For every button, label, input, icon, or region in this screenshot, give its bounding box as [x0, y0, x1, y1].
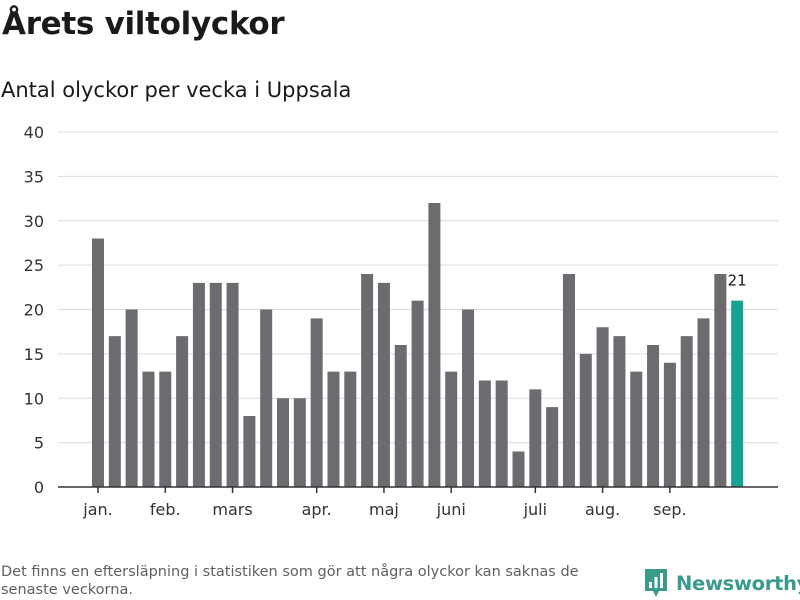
bar	[361, 274, 374, 487]
x-tick-label: mars	[212, 500, 252, 519]
x-tick-label: juni	[436, 500, 466, 519]
y-tick-label: 0	[34, 478, 44, 497]
bar	[192, 282, 205, 487]
y-tick-label: 5	[34, 434, 44, 453]
bar	[445, 371, 458, 487]
bars	[92, 203, 744, 487]
bar	[159, 371, 172, 487]
bar	[714, 274, 727, 487]
footnote: Det finns en eftersläpning i statistiken…	[1, 564, 579, 598]
bar	[579, 353, 592, 487]
x-tick-label: apr.	[302, 500, 332, 519]
bar	[377, 282, 390, 487]
bar	[293, 398, 306, 487]
bar	[411, 300, 424, 487]
bar	[495, 380, 508, 487]
bar	[176, 336, 189, 487]
bar	[512, 451, 525, 487]
x-tick-label: juli	[523, 500, 547, 519]
bar	[697, 318, 710, 487]
bar	[344, 371, 357, 487]
bar	[92, 238, 104, 487]
brand-logo[interactable]: Newsworthy	[644, 568, 800, 598]
bar	[142, 371, 155, 487]
bar	[562, 274, 575, 487]
bar	[462, 309, 475, 487]
bar	[327, 371, 340, 487]
bar	[310, 318, 323, 487]
y-tick-label: 20	[24, 301, 44, 320]
brand-name: Newsworthy	[676, 571, 800, 595]
bar-highlight	[731, 300, 744, 487]
bar	[125, 309, 138, 487]
bar	[529, 389, 542, 487]
bar	[478, 380, 491, 487]
y-tick-label: 30	[24, 212, 44, 231]
bar	[394, 345, 407, 487]
data-label: 21	[728, 272, 747, 290]
bar	[243, 416, 256, 487]
bar	[630, 371, 643, 487]
bar	[209, 282, 222, 487]
y-tick-label: 40	[24, 123, 44, 142]
axes: 0 5 10 15 20 25 30 35 40 jan. feb. mars apr. maj juni j…	[24, 123, 778, 519]
chart-title: Årets viltolyckor	[2, 6, 285, 42]
bar	[680, 336, 693, 487]
bar	[108, 336, 121, 487]
bar	[647, 345, 660, 487]
bar	[596, 327, 609, 487]
bar-chart: 0 5 10 15 20 25 30 35 40 jan. feb. mars apr. maj juni j…	[24, 123, 778, 519]
x-tick-label: feb.	[150, 500, 181, 519]
bar	[663, 362, 676, 487]
y-tick-label: 35	[24, 167, 44, 186]
x-tick-label: maj	[369, 500, 399, 519]
x-tick-label: jan.	[82, 500, 112, 519]
bar	[546, 407, 559, 487]
newsworthy-logo-icon	[645, 569, 667, 597]
bar	[613, 336, 626, 487]
y-tick-label: 10	[24, 389, 44, 408]
x-tick-label: aug.	[585, 500, 620, 519]
bar	[226, 282, 239, 487]
x-tick-label: sep.	[653, 500, 686, 519]
bar	[428, 203, 441, 487]
y-tick-label: 15	[24, 345, 44, 364]
bar	[277, 398, 290, 487]
bar	[260, 309, 273, 487]
chart-subtitle: Antal olyckor per vecka i Uppsala	[1, 78, 352, 102]
y-tick-label: 25	[24, 256, 44, 275]
